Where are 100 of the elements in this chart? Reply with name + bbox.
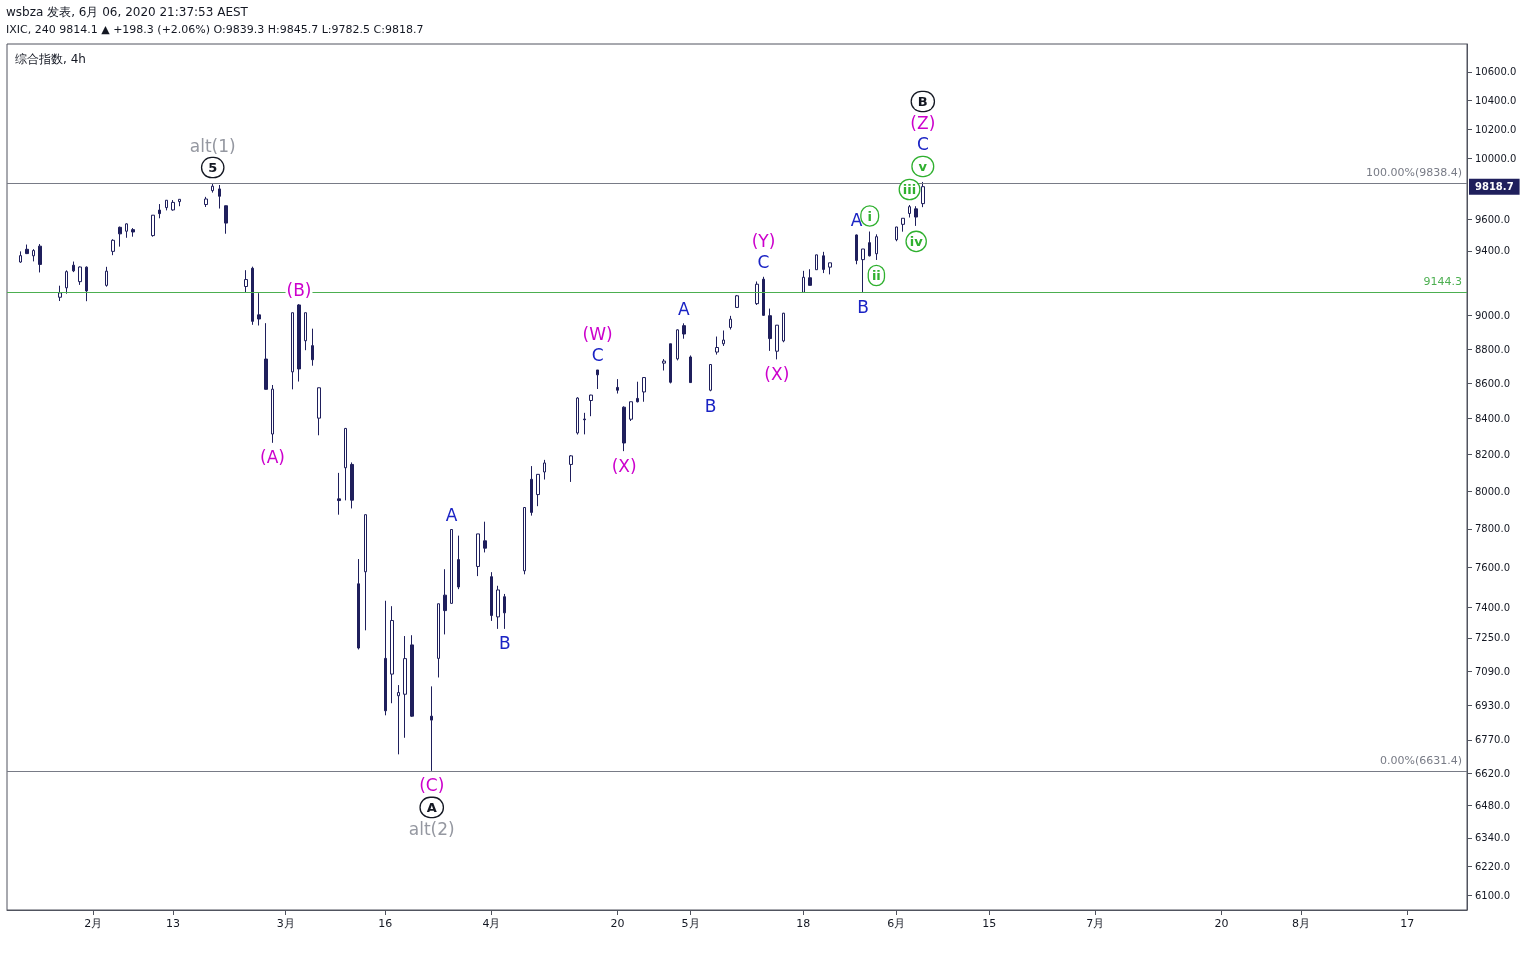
candlestick [762, 276, 765, 317]
annotation: 5 [208, 160, 218, 176]
annotation: v [918, 158, 928, 174]
candlestick [118, 226, 122, 248]
candlestick [58, 285, 62, 302]
candlestick [543, 459, 546, 481]
y-tick-label: 8000.0 [1475, 485, 1510, 497]
candlestick [768, 308, 772, 352]
candlestick [576, 396, 579, 436]
candlestick [503, 593, 506, 630]
y-tick-label: 8200.0 [1475, 448, 1510, 460]
ref-line-label: 100.00%(9838.4) [1365, 165, 1462, 179]
annotation: A [445, 505, 458, 526]
y-tick-label: 7800.0 [1475, 523, 1510, 535]
x-tick-label: 2月 [84, 917, 103, 930]
candlestick [815, 254, 818, 271]
candlestick [178, 198, 181, 207]
annotation: (X) [764, 363, 790, 384]
text: IXIC, 240 9814.1 ▲ +198.3 (+2.06%) O:9839.3 H:9845.7 L:9782.5 C:9818.7 [6, 23, 424, 36]
candlestick [682, 322, 686, 340]
annotation: A [850, 209, 863, 230]
candlestick [311, 328, 314, 367]
y-tick-label: 6770.0 [1475, 734, 1510, 746]
y-tick-label: 9000.0 [1475, 310, 1510, 322]
annotation: A [426, 799, 437, 815]
candlestick [496, 585, 500, 630]
candlestick [403, 635, 407, 739]
annotation: alt(1) [189, 135, 236, 156]
candlestick [755, 280, 759, 306]
x-tick-label: 4月 [482, 917, 501, 930]
candlestick [171, 199, 175, 212]
candlestick [204, 196, 208, 208]
candlestick [443, 568, 447, 635]
candlestick [165, 199, 168, 211]
candlestick [689, 354, 692, 384]
candlestick [111, 238, 115, 256]
x-tick-label: 7月 [1086, 917, 1105, 930]
x-tick-label: 18 [796, 917, 811, 930]
candlestick [636, 381, 639, 403]
candlestick [722, 330, 725, 347]
candlestick [105, 266, 108, 288]
y-tick-label: 10200.0 [1475, 123, 1517, 135]
candlestick [317, 387, 321, 436]
candlestick [895, 226, 898, 242]
annotation: iii [902, 182, 917, 197]
x-tick-label: 8月 [1292, 917, 1311, 930]
y-tick-label: 6220.0 [1475, 860, 1510, 872]
candlestick [676, 328, 679, 361]
candlestick [151, 214, 155, 238]
annotation: C [757, 252, 770, 273]
y-tick-label: 7600.0 [1475, 562, 1510, 574]
text: 综合指数, 4h [15, 52, 86, 66]
candlestick [158, 203, 161, 219]
candlestick [271, 384, 274, 444]
annotation: (Z) [910, 113, 936, 134]
x-tick-label: 17 [1400, 917, 1415, 930]
candlestick [775, 324, 779, 360]
annotation: (B) [286, 279, 312, 300]
candlestick [536, 473, 540, 507]
candlestick [85, 265, 88, 302]
y-tick-label: 6620.0 [1475, 767, 1510, 779]
x-tick-label: 20 [610, 917, 625, 930]
candlestick [72, 261, 75, 273]
candlestick [669, 343, 672, 384]
candlestick [218, 184, 221, 210]
candlestick [483, 521, 487, 553]
candlestick [344, 427, 347, 501]
candlestick [735, 294, 739, 309]
annotation: C [591, 345, 604, 366]
candlestick [616, 378, 619, 395]
chart-subtitle: wsbza 发表, 6月 06, 2020 21:37:53 AEST [6, 5, 249, 19]
candlestick [729, 315, 732, 330]
y-tick-label: 7090.0 [1475, 665, 1510, 677]
annotation: (C) [419, 775, 445, 796]
x-tick-label: 3月 [276, 917, 295, 930]
candlestick [410, 634, 414, 718]
candlestick [350, 461, 354, 509]
annotation: (Y) [751, 231, 776, 252]
candlestick [131, 227, 135, 238]
candlestick [822, 251, 825, 274]
candlestick [569, 454, 573, 483]
y-tick-label: 10600.0 [1475, 66, 1517, 78]
candlestick [78, 266, 82, 286]
candlestick [390, 605, 394, 704]
annotation: B [704, 395, 717, 416]
candlestick [589, 394, 593, 417]
candlestick [224, 205, 228, 235]
y-tick-label: 9600.0 [1475, 214, 1510, 226]
candlestick [828, 262, 832, 275]
x-tick-label: 16 [378, 917, 393, 930]
annotation: (X) [611, 455, 637, 476]
candlestick [32, 248, 35, 262]
candlestick [662, 358, 666, 371]
candlestick [802, 270, 805, 293]
annotation: ii [871, 267, 881, 283]
y-tick-label: 6340.0 [1475, 832, 1510, 844]
ref-line-label: 9144.3 [1423, 274, 1462, 288]
candlestick [257, 292, 261, 326]
candlestick [397, 684, 400, 755]
candlestick [908, 204, 911, 218]
